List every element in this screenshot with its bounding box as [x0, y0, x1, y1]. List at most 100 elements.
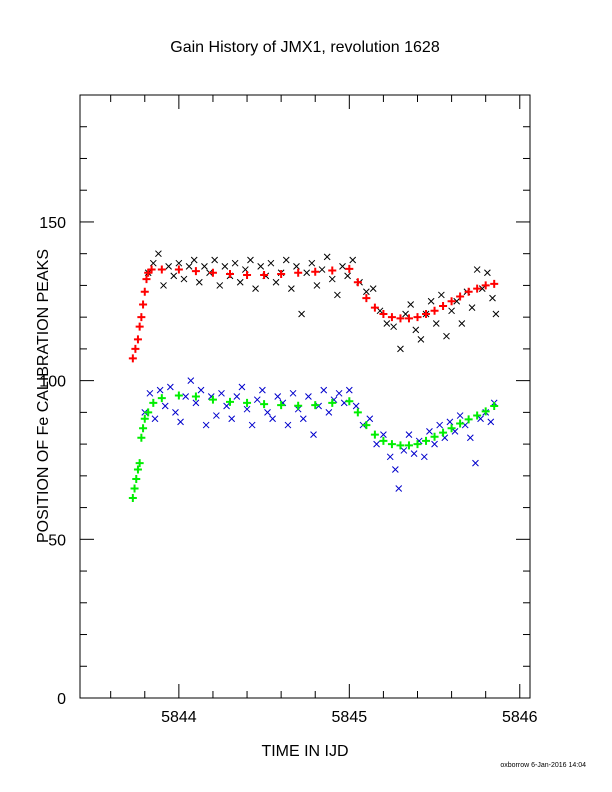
- data-point: [352, 402, 360, 410]
- data-point: [370, 303, 379, 312]
- data-point: [166, 383, 174, 391]
- data-point: [191, 267, 200, 276]
- data-point: [208, 395, 217, 404]
- data-point: [436, 421, 444, 429]
- data-point: [139, 424, 148, 433]
- data-point: [481, 281, 490, 290]
- data-point: [349, 256, 357, 264]
- data-point: [157, 394, 166, 403]
- data-point: [404, 314, 413, 323]
- data-point: [422, 436, 431, 445]
- data-point: [174, 391, 183, 400]
- data-point: [155, 250, 162, 258]
- data-point: [191, 392, 200, 401]
- data-point: [264, 409, 271, 416]
- data-point: [439, 302, 448, 311]
- data-point: [288, 285, 295, 292]
- plot-frame: [79, 94, 531, 699]
- data-point: [221, 263, 229, 270]
- data-point: [397, 345, 404, 353]
- data-point: [410, 450, 418, 457]
- data-point: [311, 401, 320, 410]
- data-point: [260, 270, 269, 279]
- data-point: [208, 268, 217, 277]
- data-point: [142, 275, 151, 284]
- data-point: [489, 294, 496, 302]
- data-point: [238, 383, 246, 391]
- y-axis-label: POSITION OF Fe CALIBRATION PEAKS: [35, 249, 52, 543]
- data-point: [363, 288, 370, 296]
- data-point: [323, 253, 331, 261]
- data-point: [362, 294, 371, 303]
- x-tick-label: 5844: [161, 709, 197, 726]
- data-point: [386, 453, 394, 461]
- data-point: [353, 278, 362, 287]
- data-point: [379, 436, 388, 445]
- data-point: [243, 270, 252, 279]
- data-point: [128, 494, 137, 503]
- data-point: [277, 401, 286, 410]
- data-point: [335, 389, 343, 397]
- data-point: [345, 386, 353, 394]
- data-point: [133, 465, 142, 474]
- data-point: [325, 409, 333, 416]
- data-point: [175, 259, 183, 267]
- data-point: [247, 256, 254, 264]
- data-point: [448, 307, 455, 315]
- y-tick-label: 150: [39, 215, 66, 232]
- data-point: [132, 475, 141, 484]
- data-point: [328, 398, 337, 407]
- data-point: [387, 440, 396, 449]
- data-point: [395, 485, 403, 492]
- data-point: [366, 415, 374, 423]
- data-point: [140, 287, 149, 296]
- data-point: [223, 402, 230, 410]
- data-point: [451, 428, 459, 435]
- data-point: [328, 266, 337, 275]
- data-point: [413, 440, 422, 449]
- data-point: [202, 421, 210, 429]
- data-point: [369, 285, 377, 292]
- series-3: [128, 391, 499, 503]
- data-point: [318, 266, 326, 273]
- data-point: [228, 415, 236, 423]
- data-point: [379, 309, 388, 318]
- data-point: [456, 292, 465, 301]
- series-0: [144, 250, 500, 353]
- data-point: [151, 415, 159, 423]
- data-point: [443, 332, 450, 340]
- data-point: [320, 386, 328, 394]
- data-point: [432, 320, 440, 327]
- data-marks: [128, 250, 500, 503]
- data-point: [157, 265, 166, 274]
- data-point: [412, 326, 420, 334]
- data-point: [464, 415, 473, 424]
- data-point: [165, 263, 172, 270]
- data-point: [481, 407, 490, 416]
- data-point: [468, 304, 476, 311]
- data-point: [144, 408, 153, 417]
- chart-title: Gain History of JMX1, revolution 1628: [170, 39, 440, 56]
- data-point: [147, 265, 156, 274]
- tick-labels: 5844 5845 5846 0 50 100 150: [39, 215, 537, 726]
- data-point: [180, 275, 188, 283]
- axis-ticks: [80, 94, 530, 699]
- data-point: [446, 418, 454, 426]
- data-point: [216, 282, 224, 289]
- data-point: [472, 459, 479, 467]
- series-2: [128, 264, 499, 363]
- data-point: [353, 408, 362, 417]
- data-point: [464, 287, 473, 296]
- data-point: [345, 397, 354, 406]
- data-point: [130, 484, 139, 493]
- data-point: [466, 434, 474, 442]
- data-point: [257, 263, 265, 270]
- data-point: [248, 421, 256, 429]
- data-point: [426, 428, 433, 435]
- data-point: [303, 269, 311, 277]
- data-point: [201, 263, 208, 270]
- data-point: [473, 411, 482, 420]
- data-point: [243, 405, 251, 413]
- data-point: [334, 291, 341, 299]
